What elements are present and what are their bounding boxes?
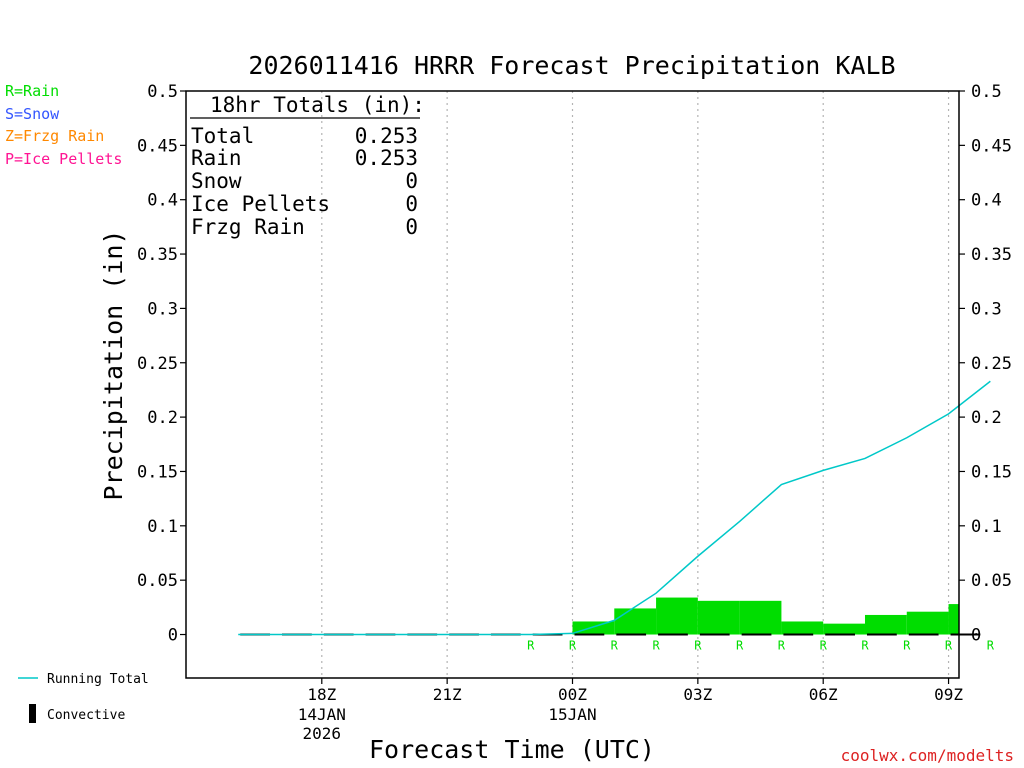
hourly-bar <box>906 611 949 635</box>
ptype-marker: R <box>903 639 911 653</box>
y-tick-label-left: 0.2 <box>147 408 178 428</box>
hourly-bar <box>656 597 698 635</box>
totals-label-ice-pellets: Ice Pellets <box>191 192 330 216</box>
ptype-marker: R <box>861 639 869 653</box>
y-tick-label-right: 0.2 <box>971 408 1002 428</box>
hourly-bar <box>781 621 824 635</box>
y-tick-label-right: 0.4 <box>971 191 1002 211</box>
y-axis: 0 00.05 0.050.1 0.10.15 0.150.2 0.20.25 0.250.… <box>137 82 1012 646</box>
y-tick-label-left: 0.4 <box>147 191 178 211</box>
bottom-legend: Running Total Convective <box>18 672 149 723</box>
x-tick-date: 14JAN <box>298 705 346 724</box>
convective-legend-label: Convective <box>47 708 125 723</box>
ptype-marker: R <box>652 639 660 653</box>
hourly-bar <box>864 614 907 635</box>
ptype-marker: R <box>945 639 953 653</box>
x-tick-date: 15JAN <box>548 705 596 724</box>
y-tick-label-right: 0.45 <box>971 136 1012 156</box>
ptype-legend: R=Rain S=Snow Z=Frzg Rain P=Ice Pellets <box>5 82 122 168</box>
y-tick-label-left: 0.45 <box>137 136 178 156</box>
y-tick-label-right: 0.15 <box>971 462 1012 482</box>
ptype-marker: R <box>987 639 995 653</box>
y-tick-label-left: 0.3 <box>147 299 178 319</box>
ptype-marker: R <box>611 639 619 653</box>
x-tick-label: 21Z <box>433 685 462 704</box>
running-total-legend-label: Running Total <box>47 672 149 687</box>
y-tick-label-right: 0.3 <box>971 299 1002 319</box>
ptype-marker: R <box>820 639 828 653</box>
x-axis-label: Forecast Time (UTC) <box>369 735 655 764</box>
y-tick-label-left: 0 <box>168 626 178 646</box>
x-tick-label: 09Z <box>934 685 963 704</box>
y-tick-label-right: 0.05 <box>971 571 1012 591</box>
running-total-line <box>238 380 991 636</box>
convective-legend-swatch <box>29 704 36 723</box>
totals-label-rain: Rain <box>191 146 242 170</box>
x-tick-year: 2026 <box>303 724 342 743</box>
totals-label-frzg-rain: Frzg Rain <box>191 215 305 239</box>
totals-value-rain: 0.253 <box>355 146 418 170</box>
legend-snow: S=Snow <box>5 105 60 123</box>
y-tick-label-left: 0.1 <box>147 517 178 537</box>
legend-ice-pellets: P=Ice Pellets <box>5 150 122 168</box>
totals-label-snow: Snow <box>191 169 242 193</box>
credit: coolwx.com/modelts <box>841 746 1014 765</box>
ptype-marker: R <box>694 639 702 653</box>
y-tick-label-right: 0 <box>971 626 981 646</box>
x-tick-label: 18Z <box>307 685 336 704</box>
hourly-bar <box>572 621 615 635</box>
x-tick-label: 00Z <box>558 685 587 704</box>
totals-value-ice-pellets: 0 <box>405 192 418 216</box>
y-tick-label-left: 0.15 <box>137 462 178 482</box>
grid <box>321 91 950 678</box>
totals-value-frzg-rain: 0 <box>405 215 418 239</box>
hourly-bar <box>739 600 782 635</box>
ptype-marker: R <box>527 639 535 653</box>
y-tick-label-left: 0.35 <box>137 245 178 265</box>
totals-value-snow: 0 <box>405 169 418 193</box>
totals-value-total: 0.253 <box>355 124 418 148</box>
ptype-marker: R <box>569 639 577 653</box>
legend-frzg-rain: Z=Frzg Rain <box>5 127 104 145</box>
y-tick-label-left: 0.05 <box>137 571 178 591</box>
hourly-bar <box>614 608 657 635</box>
y-tick-label-left: 0.25 <box>137 354 178 374</box>
y-tick-label-right: 0.25 <box>971 354 1012 374</box>
bars <box>572 597 959 635</box>
x-tick-label: 06Z <box>809 685 838 704</box>
chart-title: 2026011416 HRRR Forecast Precipitation K… <box>248 51 895 80</box>
totals-title: 18hr Totals (in): <box>210 93 425 117</box>
legend-rain: R=Rain <box>5 82 59 100</box>
y-tick-label-left: 0.5 <box>147 82 178 102</box>
hourly-bar <box>823 623 865 635</box>
totals-box: 18hr Totals (in): Total 0.253 Rain 0.253… <box>190 93 425 239</box>
x-tick-label: 03Z <box>683 685 712 704</box>
totals-label-total: Total <box>191 124 254 148</box>
y-tick-label-right: 0.1 <box>971 517 1002 537</box>
y-tick-label-right: 0.5 <box>971 82 1002 102</box>
ptype-marker: R <box>778 639 786 653</box>
hourly-bar <box>697 600 740 635</box>
y-tick-label-right: 0.35 <box>971 245 1012 265</box>
y-axis-label: Precipitation (in) <box>99 230 128 501</box>
hourly-bar <box>948 604 959 635</box>
ptype-marker: R <box>736 639 744 653</box>
